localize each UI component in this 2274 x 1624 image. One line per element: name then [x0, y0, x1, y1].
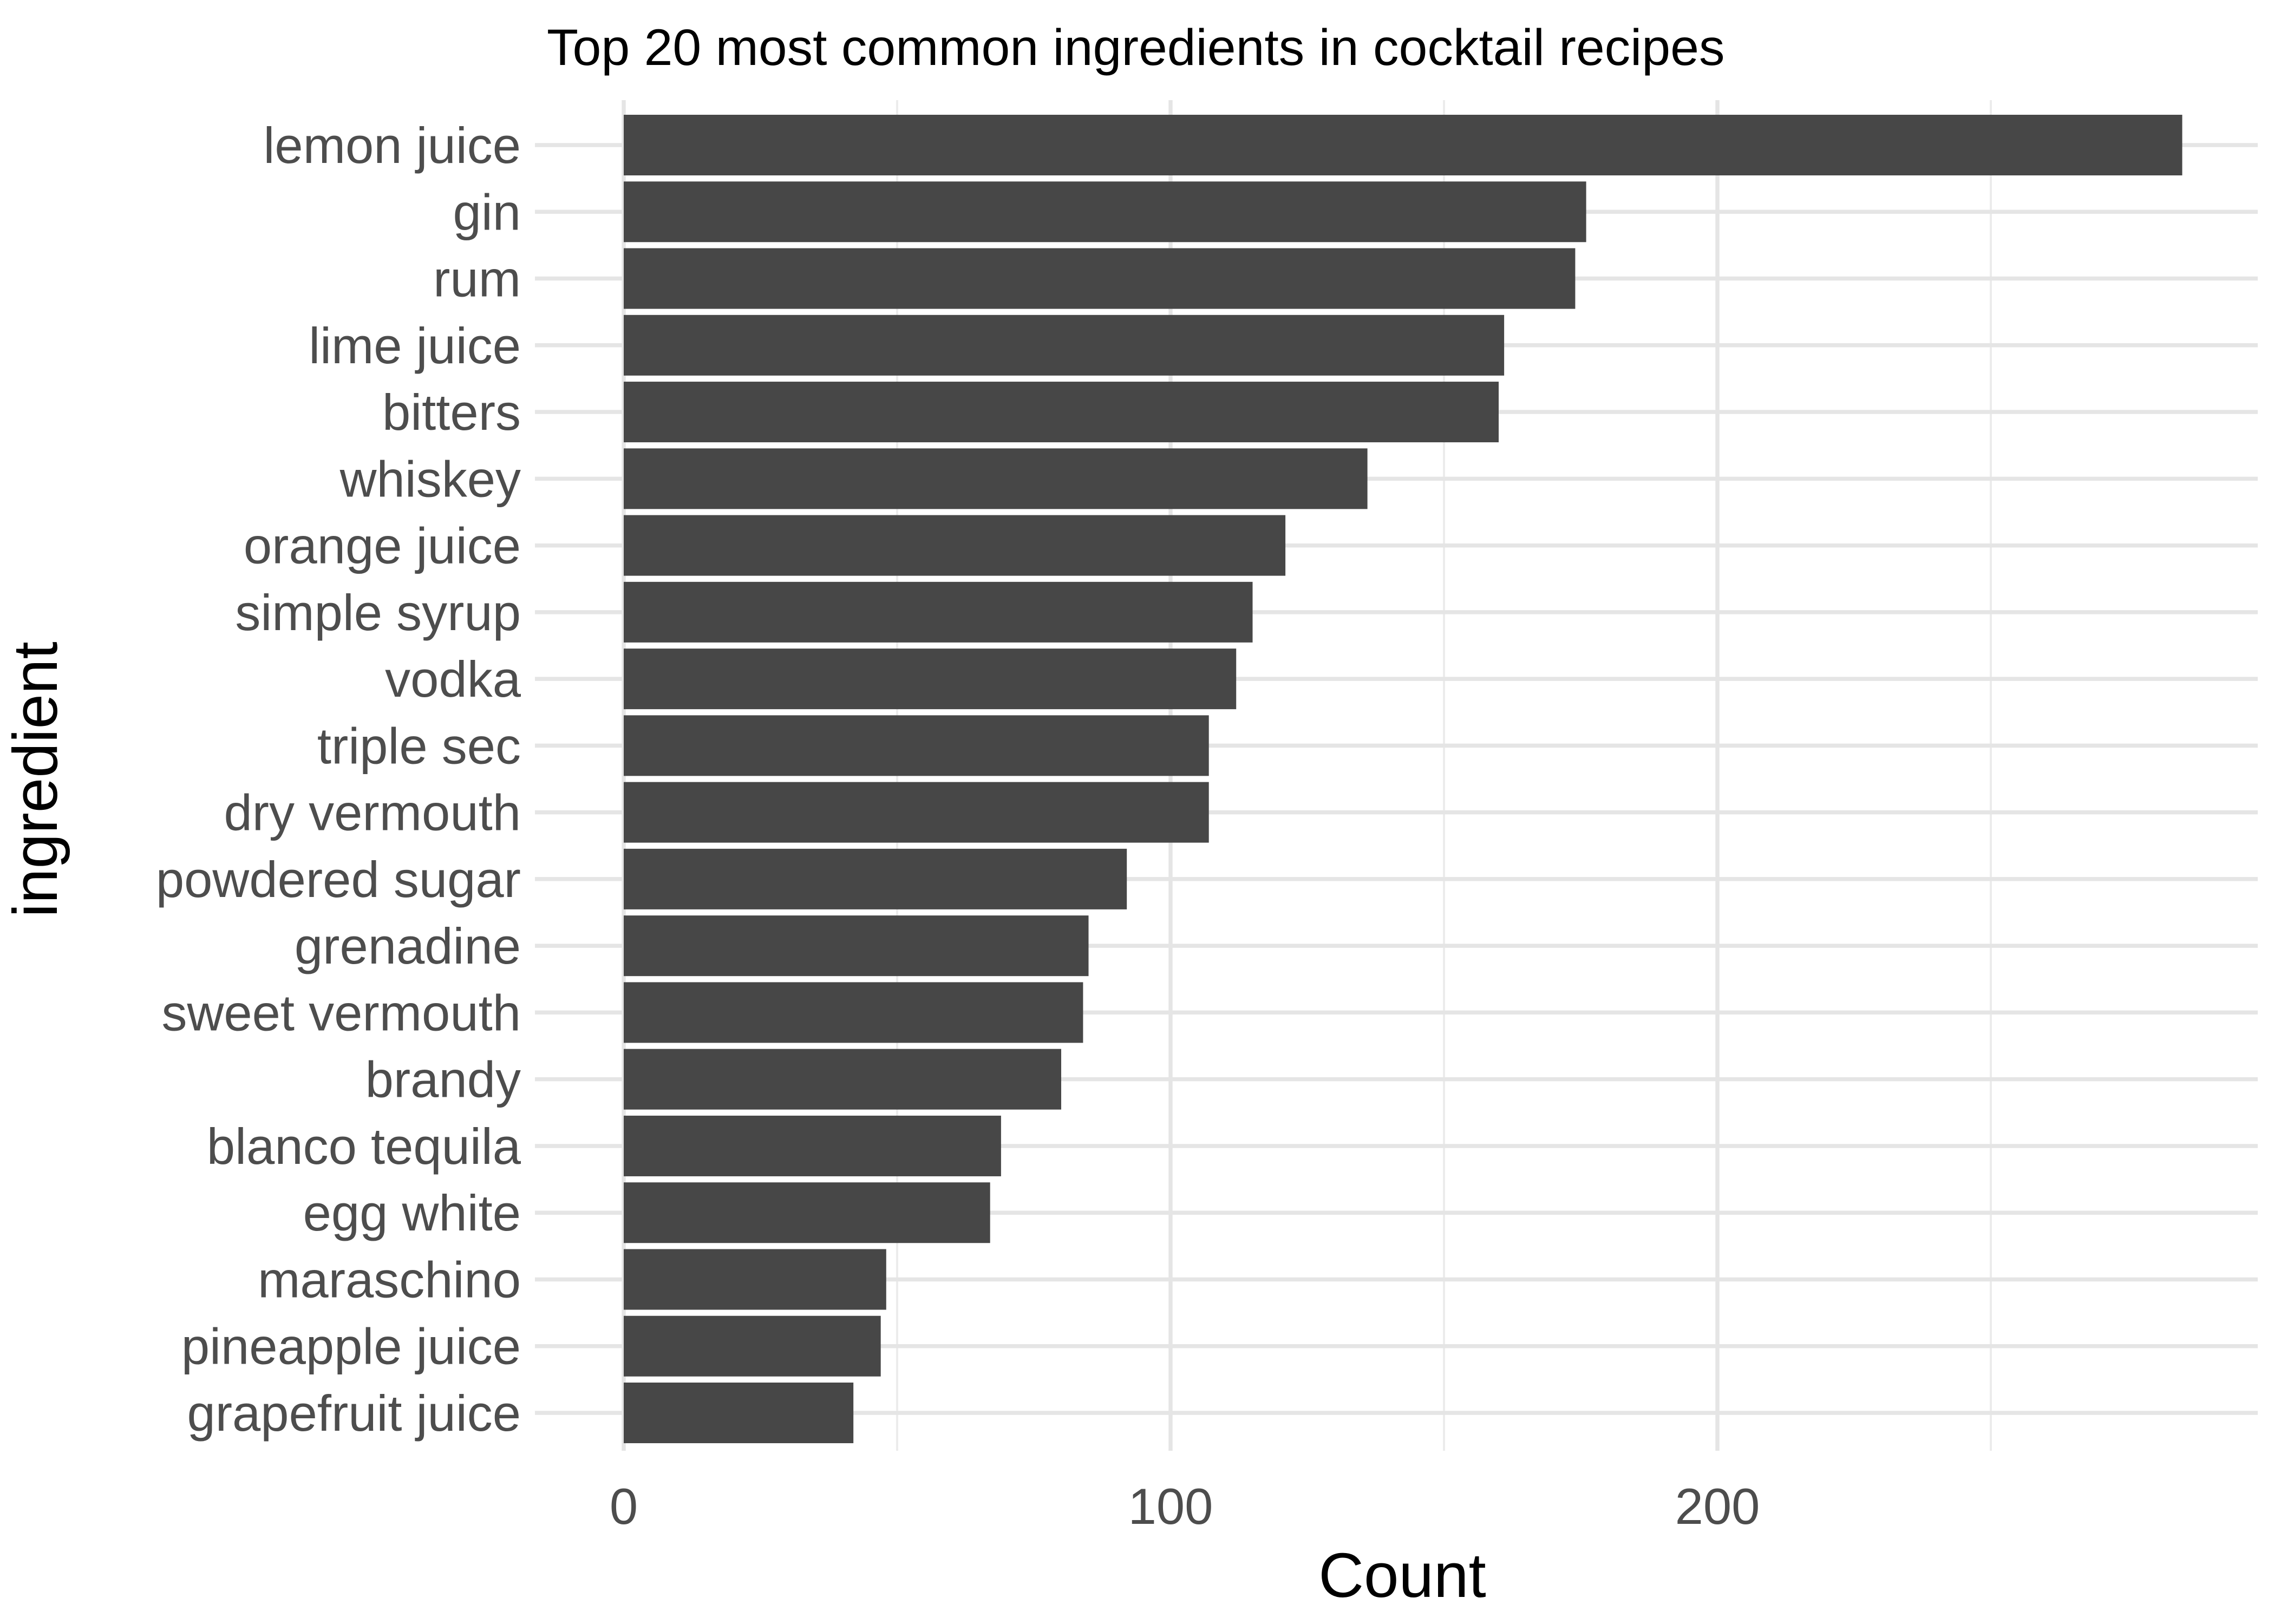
y-tick-label: vodka: [385, 651, 521, 708]
bar-lemon-juice: [624, 115, 2182, 175]
y-tick-label: gin: [453, 184, 521, 240]
y-tick-label: brandy: [365, 1051, 521, 1108]
bar-pineapple-juice: [624, 1315, 881, 1377]
x-tick-label: 0: [610, 1478, 638, 1535]
y-tick-label: blanco tequila: [207, 1118, 521, 1175]
y-tick-label: powdered sugar: [156, 851, 521, 908]
y-tick-label: grapefruit juice: [187, 1385, 521, 1442]
bar-blanco-tequila: [624, 1115, 1001, 1176]
bars: [624, 115, 2182, 1443]
bar-rum: [624, 248, 1576, 309]
y-tick-label: egg white: [303, 1184, 521, 1241]
y-tick-label: grenadine: [295, 918, 521, 974]
y-tick-label: simple syrup: [235, 584, 521, 641]
x-axis-title: Count: [1318, 1540, 1486, 1610]
bar-lime-juice: [624, 315, 1505, 376]
bar-egg-white: [624, 1182, 990, 1243]
bar-grapefruit-juice: [624, 1383, 854, 1443]
y-tick-label: lime juice: [309, 317, 521, 374]
bar-dry-vermouth: [624, 782, 1209, 843]
x-tick-label: 200: [1675, 1478, 1760, 1535]
bar-gin: [624, 181, 1586, 243]
y-tick-label: lemon juice: [264, 117, 521, 174]
y-tick-label: dry vermouth: [224, 784, 521, 841]
bar-maraschino: [624, 1249, 886, 1310]
y-tick-label: maraschino: [258, 1251, 521, 1308]
y-axis-title: ingredient: [0, 641, 70, 917]
y-tick-label: rum: [433, 251, 521, 307]
x-tick-labels: 0 100 200: [610, 1478, 1760, 1535]
y-tick-label: whiskey: [339, 450, 521, 507]
y-tick-label: orange juice: [244, 518, 521, 574]
bar-brandy: [624, 1049, 1061, 1110]
x-tick-label: 100: [1128, 1478, 1213, 1535]
bar-orange-juice: [624, 515, 1286, 576]
bar-whiskey: [624, 448, 1368, 509]
y-tick-label: triple sec: [317, 717, 521, 774]
y-tick-labels: lemon juice gin rum lime juice bitters whiske…: [156, 117, 521, 1442]
bar-vodka: [624, 649, 1237, 710]
bar-bitters: [624, 382, 1499, 443]
bar-sweet-vermouth: [624, 982, 1083, 1043]
y-tick-label: bitters: [382, 384, 521, 441]
y-tick-label: sweet vermouth: [161, 984, 521, 1041]
bar-triple-sec: [624, 715, 1209, 776]
bar-powdered-sugar: [624, 848, 1127, 909]
bar-grenadine: [624, 915, 1089, 977]
bar-simple-syrup: [624, 581, 1253, 643]
chart-title: Top 20 most common ingredients in cockta…: [547, 19, 1724, 76]
y-tick-label: pineapple juice: [181, 1318, 521, 1375]
